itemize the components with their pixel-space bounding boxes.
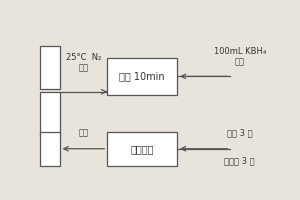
Bar <box>40 132 60 166</box>
Text: 水洗 3 次: 水洗 3 次 <box>227 129 253 138</box>
Text: 纯化产物: 纯化产物 <box>130 144 154 154</box>
Text: 反应 10min: 反应 10min <box>119 71 165 81</box>
Text: 25°C  N₂
保护: 25°C N₂ 保护 <box>66 53 101 73</box>
Text: 乙醇洗 3 次: 乙醇洗 3 次 <box>224 157 255 166</box>
Bar <box>40 92 60 135</box>
Bar <box>40 46 60 89</box>
Bar <box>107 58 177 95</box>
Text: 干燥: 干燥 <box>78 129 88 138</box>
Bar <box>107 132 177 166</box>
Text: 100mL KBH₄
溶液: 100mL KBH₄ 溶液 <box>214 47 266 66</box>
